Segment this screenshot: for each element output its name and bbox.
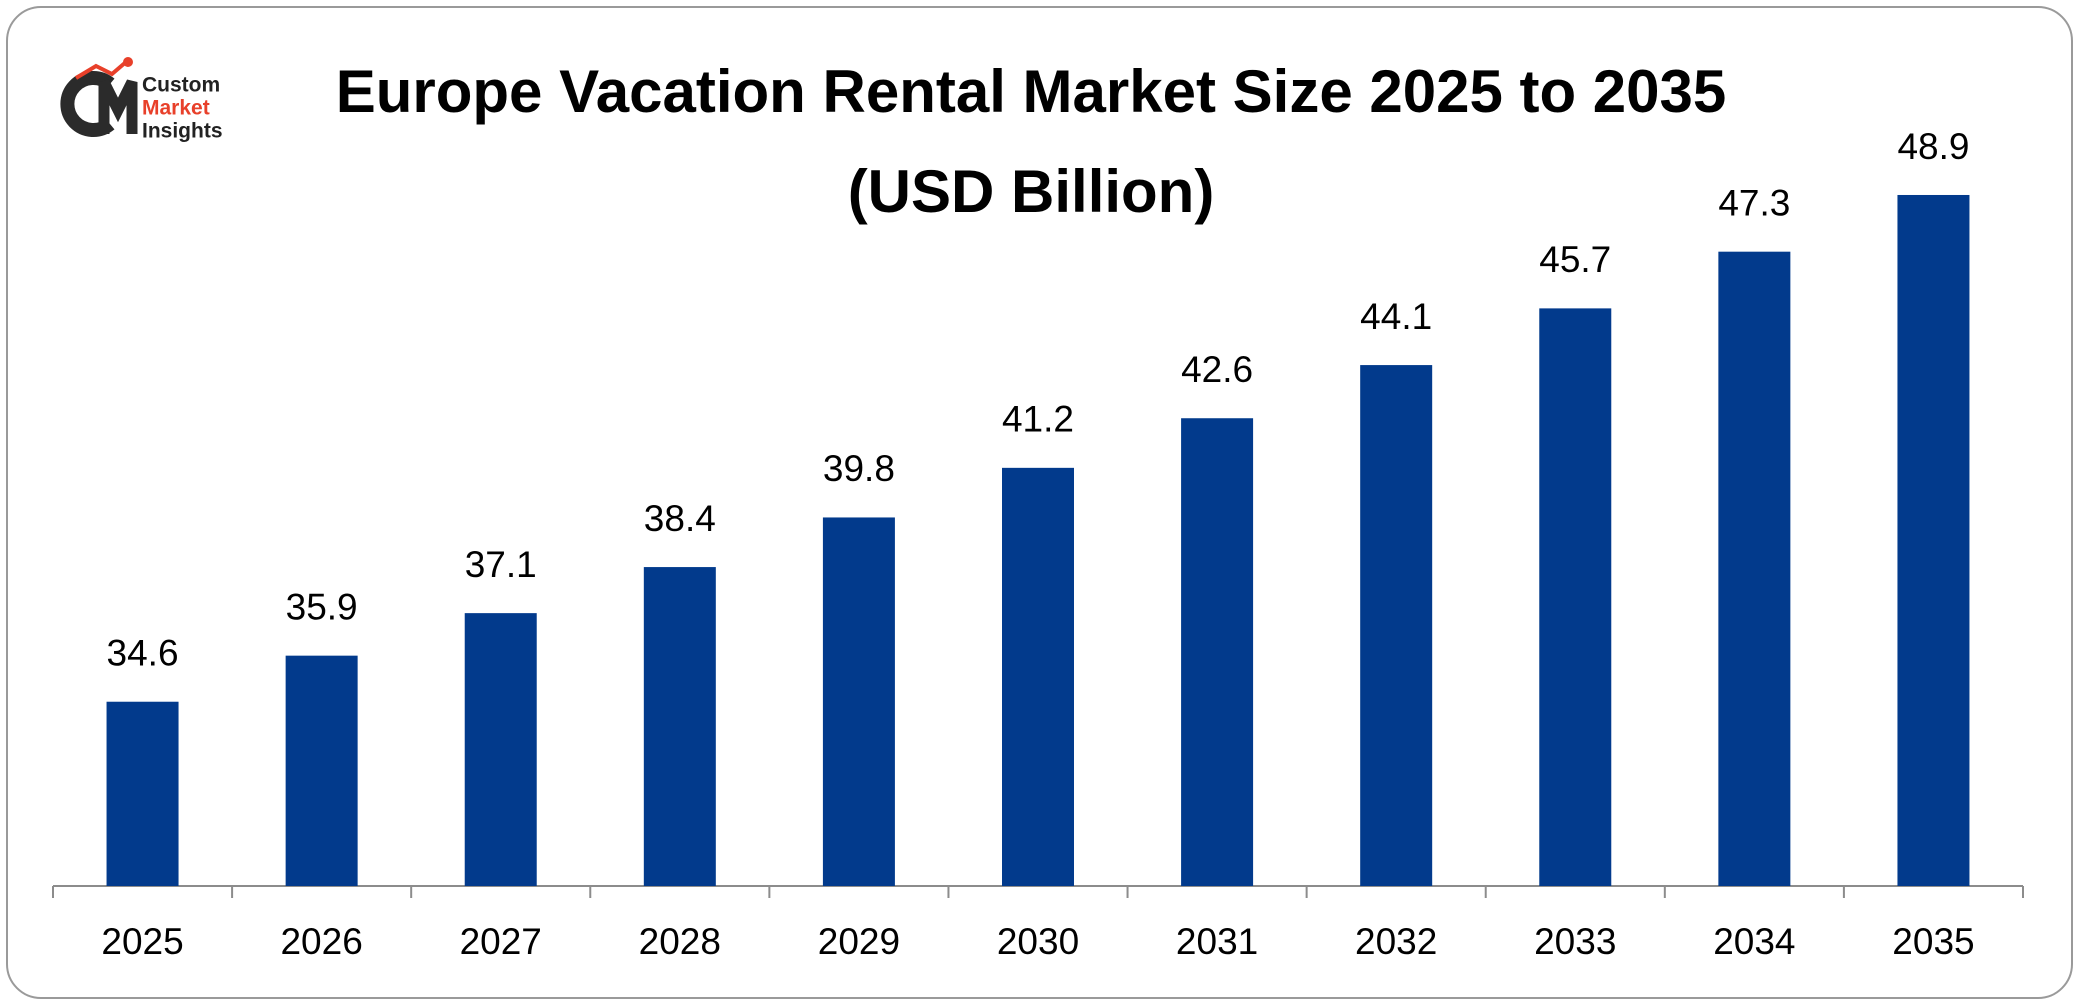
data-label: 39.8 bbox=[823, 448, 895, 489]
data-label: 42.6 bbox=[1181, 349, 1253, 390]
chart-title: Europe Vacation Rental Market Size 2025 … bbox=[335, 58, 1727, 225]
bar bbox=[1539, 308, 1612, 886]
data-label: 47.3 bbox=[1718, 182, 1790, 223]
x-tick-label: 2025 bbox=[101, 921, 183, 962]
data-label: 44.1 bbox=[1360, 296, 1432, 337]
bar bbox=[464, 613, 537, 886]
x-tick-label: 2028 bbox=[639, 921, 721, 962]
x-tick-label: 2027 bbox=[460, 921, 542, 962]
logo-trend bbox=[74, 60, 128, 80]
logo-dot bbox=[123, 57, 133, 67]
data-label: 34.6 bbox=[107, 633, 179, 674]
data-label: 48.9 bbox=[1897, 126, 1969, 167]
bar bbox=[1718, 251, 1791, 886]
x-tick-label: 2033 bbox=[1534, 921, 1616, 962]
logo-text: Custom bbox=[142, 74, 220, 97]
logo-m bbox=[98, 79, 138, 134]
logo-text: Insights bbox=[142, 120, 223, 143]
logo-text: Market bbox=[142, 97, 210, 120]
bar bbox=[822, 517, 895, 886]
logo-c bbox=[60, 71, 115, 137]
bar bbox=[1360, 365, 1433, 887]
data-label: 38.4 bbox=[644, 498, 716, 539]
bar bbox=[285, 655, 358, 886]
bar bbox=[106, 701, 179, 886]
x-tick-label: 2026 bbox=[280, 921, 362, 962]
logo-icon bbox=[60, 57, 138, 137]
bar bbox=[1897, 194, 1970, 886]
x-tick-label: 2034 bbox=[1713, 921, 1795, 962]
bar bbox=[1181, 418, 1254, 886]
x-tick-label: 2032 bbox=[1355, 921, 1437, 962]
x-tick-label: 2029 bbox=[818, 921, 900, 962]
bar bbox=[643, 567, 716, 886]
data-label: 45.7 bbox=[1539, 239, 1611, 280]
data-label: 35.9 bbox=[286, 586, 358, 627]
data-label: 37.1 bbox=[465, 544, 537, 585]
x-tick-label: 2031 bbox=[1176, 921, 1258, 962]
data-label: 41.2 bbox=[1002, 399, 1074, 440]
bar bbox=[1002, 467, 1074, 886]
x-tick-label: 2035 bbox=[1892, 921, 1974, 962]
x-tick-label: 2030 bbox=[997, 921, 1079, 962]
